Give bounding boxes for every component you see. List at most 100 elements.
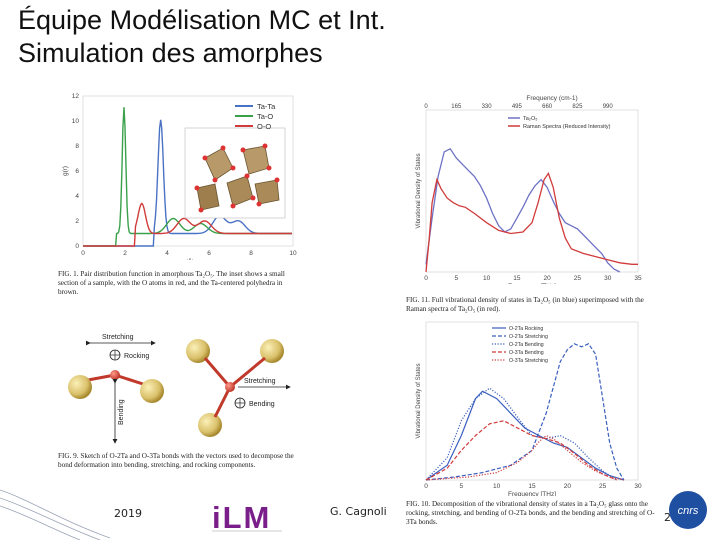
fig11-top-label: Frequency (cm-1) (526, 95, 577, 102)
footer-page-number: 2 (664, 511, 671, 524)
fig10-x-tick: 30 (634, 483, 642, 490)
fig11-chart: 0 5 10 15 20 25 30 35 0 165 330 495 660 825 990 Frequen… (416, 95, 642, 290)
fig10-legend-label: O-2Ta Rocking (509, 326, 543, 332)
fig10-series-0 (425, 390, 625, 481)
fig10-legend-label: O-2Ta Bending (509, 342, 544, 348)
fig9-caption: FIG. 9. Sketch of O-2Ta and O-3Ta bonds … (58, 452, 294, 469)
fig1-y-tick: 10 (72, 118, 80, 125)
fig10-y-label: Vibrational Density of States (416, 363, 422, 438)
fig11-x-tick: 0 (424, 275, 428, 282)
fig9-label-stretching-top: Stretching (102, 334, 134, 341)
fig1-y-label: g(r) (62, 166, 69, 176)
fig11-x-tick: 35 (634, 275, 642, 282)
fig10-series-1 (425, 343, 625, 481)
fig1-panel: 0 2 4 6 8 10 0 2 4 6 8 10 12 r (Å) g(r) Ta-Ta Ta-O (55, 88, 300, 266)
fig10-caption: FIG. 10. Decomposition of the vibrationa… (406, 500, 655, 526)
fig1-series-o-o (83, 202, 292, 247)
fig11-legend: Ta₂O₅ Raman Spectra (Reduced Intensity) (508, 116, 611, 130)
fig9-o-atom-right (225, 382, 235, 392)
fig1-x-tick: 6 (207, 250, 211, 257)
fig1-legend-ta-ta: Ta-Ta (257, 102, 276, 111)
fig9-ta-atom-left-2 (140, 379, 164, 403)
fig10-x-tick: 0 (424, 483, 428, 490)
fig1-y-tick: 6 (75, 168, 79, 175)
fig1-x-tick: 4 (165, 250, 169, 257)
fig11-top-tick: 990 (603, 104, 614, 110)
fig1-y-tick: 8 (75, 143, 79, 150)
fig11-x-label: Frequency [THz] (508, 283, 556, 284)
fig1-lines (83, 107, 292, 247)
fig9-ta-atom-right-3 (198, 413, 222, 437)
fig11-panel: 0 5 10 15 20 25 30 35 0 165 330 495 660 825 990 Frequen… (408, 94, 648, 290)
fig9-label-bending-left: Bending (118, 399, 125, 425)
fig11-top-tick: 165 (451, 104, 462, 110)
fig1-y-tick: 0 (75, 243, 79, 250)
fig11-x-tick: 15 (513, 275, 521, 282)
fig9-label-bending-right: Bending (249, 401, 275, 408)
fig10-x-label: Frequency [THz] (508, 491, 556, 496)
fig9-ta-atom-right-1 (186, 339, 210, 363)
cnrs-logo-text: cnrs (678, 505, 699, 517)
fig10-series-3 (425, 420, 618, 481)
fig10-legend-label: O-2Ta Stretching (509, 334, 548, 340)
fig10-chart: 0 5 10 15 20 25 30 Frequency [THz] Vibrational D… (416, 321, 642, 498)
fig10-x-tick: 20 (564, 483, 572, 490)
fig11-x-tick: 5 (454, 275, 458, 282)
fig9-sketch: Stretching Rocking Bending Stretching Be… (68, 334, 291, 444)
fig9-label-rocking: Rocking (124, 353, 149, 360)
fig9-panel: Stretching Rocking Bending Stretching Be… (60, 325, 300, 450)
fig10-axes: 0 5 10 15 20 25 30 Frequency [THz] Vibrational D… (416, 363, 642, 498)
fig1-y-tick: 2 (75, 218, 79, 225)
fig1-y-tick: 12 (72, 93, 80, 100)
fig10-x-tick: 25 (599, 483, 607, 490)
fig1-x-label: r (Å) (182, 257, 195, 260)
fig11-top-tick: 0 (424, 104, 428, 110)
fig11-x-tick: 30 (604, 275, 612, 282)
fig11-top-tick: 660 (542, 104, 553, 110)
fig1-x-tick: 0 (81, 250, 85, 257)
title-line-1: Équipe Modélisation MC et Int. (18, 5, 386, 35)
fig11-caption: FIG. 11. Full vibrational density of sta… (406, 296, 644, 313)
fig10-x-tick: 5 (460, 483, 464, 490)
fig11-legend-raman: Raman Spectra (Reduced Intensity) (523, 124, 611, 130)
ilm-logo: iLM (212, 498, 284, 535)
fig1-x-tick: 8 (249, 250, 253, 257)
fig10-panel: 0 5 10 15 20 25 30 Frequency [THz] Vibrational D… (408, 318, 648, 498)
ilm-logo-text: iLM (212, 500, 271, 534)
fig10-x-tick: 10 (493, 483, 501, 490)
decorative-wave-lines (0, 489, 111, 540)
fig1-legend-ta-o: Ta-O (257, 112, 273, 121)
fig11-series-0 (425, 147, 621, 273)
fig10-lines (425, 343, 625, 481)
fig10-series-4 (425, 434, 625, 481)
footer-author: G. Cagnoli (330, 505, 387, 518)
slide-title: Équipe Modélisation MC et Int. Simulatio… (18, 4, 386, 70)
fig11-series-1 (425, 171, 638, 273)
fig1-inset-structure (184, 127, 286, 219)
fig1-x-tick: 2 (123, 250, 127, 257)
cnrs-logo: cnrs (668, 490, 708, 530)
fig11-top-tick: 825 (572, 104, 583, 110)
fig11-x-tick: 20 (544, 275, 552, 282)
fig11-top-tick: 330 (482, 104, 493, 110)
fig1-x-tick: 10 (289, 250, 297, 257)
fig11-x-tick: 25 (574, 275, 582, 282)
fig1-legend: Ta-Ta Ta-O O-O (235, 102, 276, 131)
fig11-legend-vdos: Ta₂O₅ (523, 116, 537, 122)
fig11-lines (425, 147, 638, 273)
fig1-y-tick: 4 (75, 193, 79, 200)
fig11-top-tick: 495 (512, 104, 523, 110)
fig10-legend: O-2Ta Rocking O-2Ta Stretching O-2Ta Bendi… (492, 326, 548, 364)
fig1-legend-o-o: O-O (257, 122, 271, 131)
footer-year: 2019 (114, 507, 142, 520)
fig9-ta-atom-right-2 (260, 339, 284, 363)
fig11-y-label: Vibrational Density of States (416, 153, 422, 228)
fig9-ta-atom-left-1 (68, 375, 92, 399)
fig9-label-stretching-right: Stretching (244, 378, 276, 385)
fig10-legend-label: O-3Ta Stretching (509, 358, 548, 364)
fig10-legend-label: O-3Ta Bending (509, 350, 544, 356)
fig1-chart: 0 2 4 6 8 10 0 2 4 6 8 10 12 r (Å) g(r) Ta-Ta Ta-O (62, 93, 297, 266)
fig11-x-tick: 10 (483, 275, 491, 282)
fig1-caption: FIG. 1. Pair distribution function in am… (58, 270, 285, 296)
fig9-o-atom-left (110, 370, 120, 380)
